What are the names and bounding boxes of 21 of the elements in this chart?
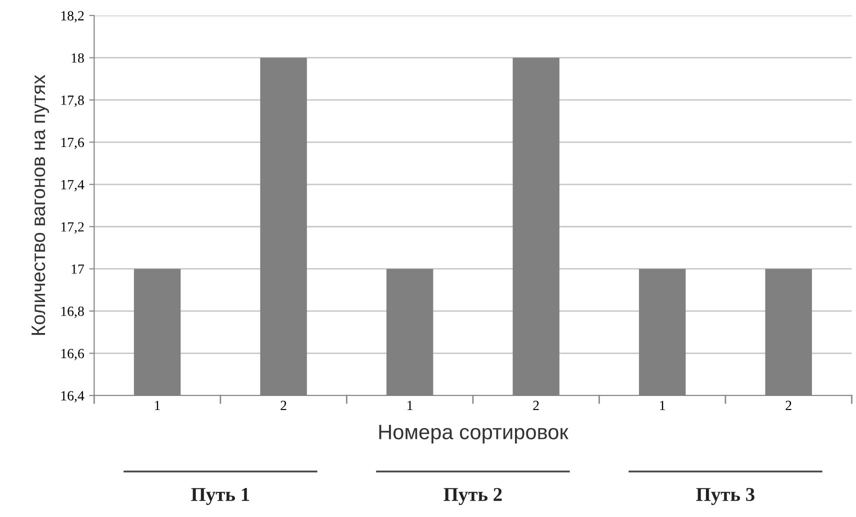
y-tick-label: 17,6 xyxy=(61,138,84,150)
y-tick-label: 17,2 xyxy=(61,222,84,234)
y-tick-label: 16,8 xyxy=(61,306,84,318)
x-axis-title: Номера сортировок xyxy=(379,424,568,444)
y-tick-label: 17,8 xyxy=(61,96,84,107)
y-tick-label: 16,4 xyxy=(61,391,84,402)
text: Путь 3 xyxy=(696,488,754,506)
x-tick-label: 1 xyxy=(660,400,665,410)
y-tick-label: 17,4 xyxy=(61,180,84,192)
x-tick-label: 2 xyxy=(533,400,539,410)
x-tick-label: 1 xyxy=(155,400,160,410)
x-tick-label: 2 xyxy=(280,400,286,410)
x-tick-label: 2 xyxy=(786,400,792,410)
y-tick-label: 16,6 xyxy=(61,348,84,360)
y-tick-label: 18,2 xyxy=(61,11,84,22)
y-tick-label: 18 xyxy=(72,53,84,63)
text: Путь 2 xyxy=(444,488,502,506)
y-tick-label: 17 xyxy=(72,264,84,274)
text: Путь 1 xyxy=(191,488,250,506)
y-axis-title: Количество вагонов на путях xyxy=(32,74,50,335)
x-tick-label: 1 xyxy=(408,400,412,410)
